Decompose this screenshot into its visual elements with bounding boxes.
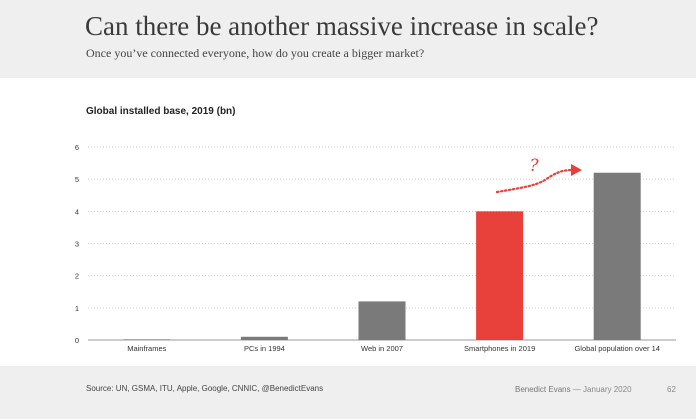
x-tick-label: Web in 2007 xyxy=(361,344,403,353)
y-tick-label: 6 xyxy=(75,143,79,152)
y-tick-label: 3 xyxy=(75,240,79,249)
y-tick-label: 1 xyxy=(75,304,79,313)
bar xyxy=(240,336,288,340)
author-name: Benedict Evans xyxy=(515,385,571,394)
y-tick-label: 2 xyxy=(75,272,79,281)
x-tick-label: Mainframes xyxy=(127,344,166,353)
slide-subtitle: Once you’ve connected everyone, how do y… xyxy=(86,46,425,60)
slide-title: Can there be another massive increase in… xyxy=(85,11,599,41)
bar xyxy=(358,301,406,340)
bar xyxy=(476,211,524,340)
bar xyxy=(123,339,171,340)
bars xyxy=(123,172,641,340)
dotted-arrow-line xyxy=(495,168,574,194)
y-tick-labels: 0 1 2 3 4 5 6 xyxy=(75,143,79,345)
x-tick-labels: Mainframes PCs in 1994 Web in 2007 Smartpho… xyxy=(127,344,660,353)
source-note: Source: UN, GSMA, ITU, Apple, Google, CN… xyxy=(86,384,324,393)
x-tick-label: Smartphones in 2019 xyxy=(464,344,535,353)
chart-title: Global installed base, 2019 (bn) xyxy=(86,106,236,117)
x-tick-label: PCs in 1994 xyxy=(244,344,285,353)
slide-footer: Source: UN, GSMA, ITU, Apple, Google, CN… xyxy=(0,366,696,419)
slide-header: Can there be another massive increase in… xyxy=(0,0,696,78)
y-tick-label: 0 xyxy=(75,336,79,345)
footer-date: — January 2020 xyxy=(572,385,632,394)
annotation-group: ? xyxy=(495,156,582,194)
page-number: 62 xyxy=(667,385,676,394)
question-mark-annotation: ? xyxy=(529,156,539,176)
bar-chart: 0 1 2 3 4 5 6 Mainframes PCs in 1994 Web in 2007… xyxy=(75,143,676,353)
y-tick-label: 5 xyxy=(75,175,79,184)
x-tick-label: Global population over 14 xyxy=(574,344,659,353)
bar xyxy=(593,172,641,340)
arrow-head-icon xyxy=(571,164,582,176)
y-tick-label: 4 xyxy=(75,207,79,216)
author-credit: Benedict Evans — January 2020 xyxy=(515,385,632,394)
